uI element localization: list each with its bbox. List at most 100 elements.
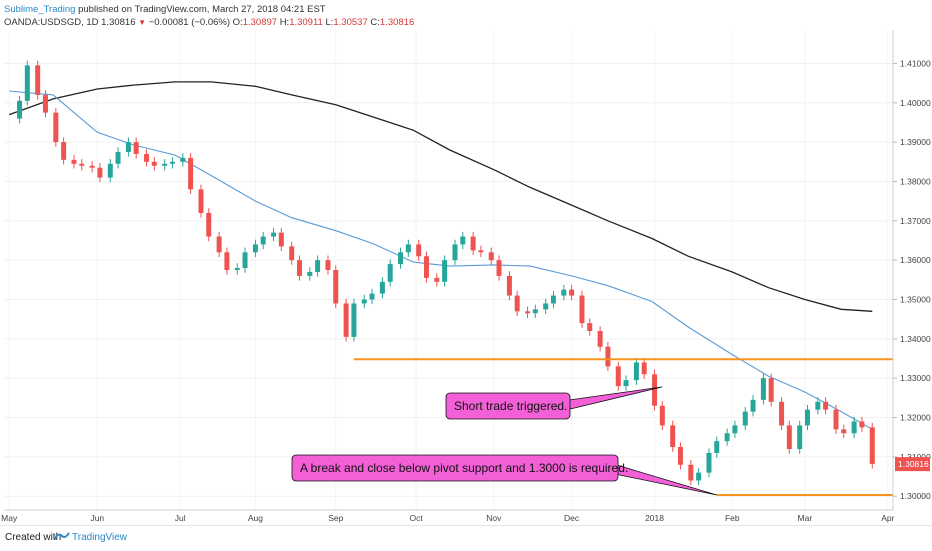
candle-body <box>525 311 531 314</box>
candle-body <box>162 163 168 166</box>
candles-group <box>17 60 875 486</box>
levels-group <box>353 358 893 497</box>
candle-body <box>315 260 321 272</box>
price-tick-label: 1.34000 <box>900 334 931 344</box>
candle-body <box>804 409 810 426</box>
candle-body <box>677 447 683 465</box>
candle-body <box>71 159 77 164</box>
price-tick-label: 1.33000 <box>900 373 931 383</box>
candle-body <box>532 309 538 314</box>
candle-body <box>823 401 829 410</box>
candle-body <box>543 303 549 310</box>
candle-body <box>797 425 803 450</box>
candle-body <box>252 244 258 253</box>
candle-body <box>833 409 839 430</box>
candle-body <box>434 277 440 282</box>
candle-body <box>597 330 603 347</box>
tradingview-brand[interactable]: TradingView <box>72 532 128 543</box>
candle-body <box>79 163 85 166</box>
time-tick-label: May <box>1 513 18 523</box>
candle-body <box>333 270 339 304</box>
time-axis[interactable]: May Jun Jul Aug Sep Oct Nov Dec 2018 Feb Mar Apr <box>1 513 894 523</box>
callout-text: Short trade triggered. <box>454 399 567 413</box>
price-tick-label: 1.37000 <box>900 216 931 226</box>
candle-body <box>841 429 847 434</box>
low-value: 1.30537 <box>333 17 368 28</box>
candle-body <box>216 236 222 253</box>
time-tick-label: Sep <box>328 513 343 523</box>
candle-body <box>696 472 702 481</box>
price-chart[interactable]: Short trade triggered. A break and close … <box>0 30 932 525</box>
candle-body <box>550 295 556 304</box>
close-label: C: <box>370 17 380 28</box>
candle-body <box>714 441 720 453</box>
candle-body <box>652 374 658 406</box>
candle-body <box>633 362 639 381</box>
time-tick-label: Aug <box>248 513 263 523</box>
candle-body <box>760 378 766 400</box>
candle-body <box>107 163 113 178</box>
callout-box <box>291 454 619 482</box>
candle-body <box>405 244 411 253</box>
candle-body <box>587 323 593 331</box>
candle-body <box>198 189 204 213</box>
candle-body <box>42 94 48 113</box>
ma-long-line <box>8 81 873 312</box>
candle-body <box>97 167 103 178</box>
candle-body <box>35 65 41 95</box>
candle-body <box>470 236 476 251</box>
price-tick-label: 1.38000 <box>900 176 931 186</box>
high-label: H: <box>279 17 290 28</box>
candle-body <box>416 244 422 257</box>
candle-body <box>61 142 67 160</box>
candle-body <box>151 161 157 166</box>
created-with-text: Created with <box>5 532 62 543</box>
ohlc-line: OANDA:USDSGD, 1D 1.30816 ▼ −0.00081 (−0.… <box>4 17 414 28</box>
candle-body <box>206 212 212 237</box>
candle-body <box>851 421 857 434</box>
time-tick-label: Mar <box>798 513 813 523</box>
candle-body <box>115 151 121 164</box>
candle-body <box>688 464 694 481</box>
candle-body <box>670 425 676 448</box>
candle-body <box>742 411 748 426</box>
callout-box <box>445 392 571 420</box>
candle-body <box>133 142 139 154</box>
candle-body <box>442 260 448 282</box>
price-tick-label: 1.30000 <box>900 491 931 501</box>
candle-body <box>478 250 484 253</box>
price-tick-label: 1.39000 <box>900 137 931 147</box>
price-tick-label: 1.31000 <box>900 452 931 462</box>
current-price-tag: 1.30816 <box>895 457 930 472</box>
ma-short-group <box>9 90 873 430</box>
time-tick-label: Jun <box>90 513 104 523</box>
candle-body <box>641 362 647 375</box>
open-label: O: <box>232 17 243 28</box>
candle-body <box>859 421 865 428</box>
candle-body <box>786 425 792 450</box>
candle-body <box>452 244 458 261</box>
time-tick-label: Apr <box>881 513 894 523</box>
price-axis[interactable]: 1.41000 1.40000 1.39000 1.38000 1.37000 1.360… <box>893 58 931 501</box>
candle-body <box>724 433 730 442</box>
candle-body <box>260 236 266 245</box>
candle-body <box>379 281 385 294</box>
candle-body <box>659 405 665 426</box>
publish-line: Sublime_Trading published on TradingView… <box>4 4 326 15</box>
candle-body <box>732 425 738 434</box>
candle-body <box>224 252 230 270</box>
price-tick-label: 1.32000 <box>900 413 931 423</box>
candle-body <box>706 452 712 473</box>
candle-body <box>325 260 331 270</box>
author-link[interactable]: Sublime_Trading <box>4 4 76 15</box>
symbol-label: OANDA:USDSGD, 1D <box>4 17 99 28</box>
price-tick-label: 1.36000 <box>900 255 931 265</box>
last-price: 1.30816 <box>101 17 136 28</box>
candle-body <box>89 165 95 168</box>
candle-body <box>779 401 785 426</box>
footer: Created with TradingView <box>0 525 932 551</box>
down-arrow-icon: ▼ <box>138 18 147 27</box>
plot-background <box>4 30 893 510</box>
candle-body <box>307 271 313 276</box>
candle-body <box>605 346 611 367</box>
